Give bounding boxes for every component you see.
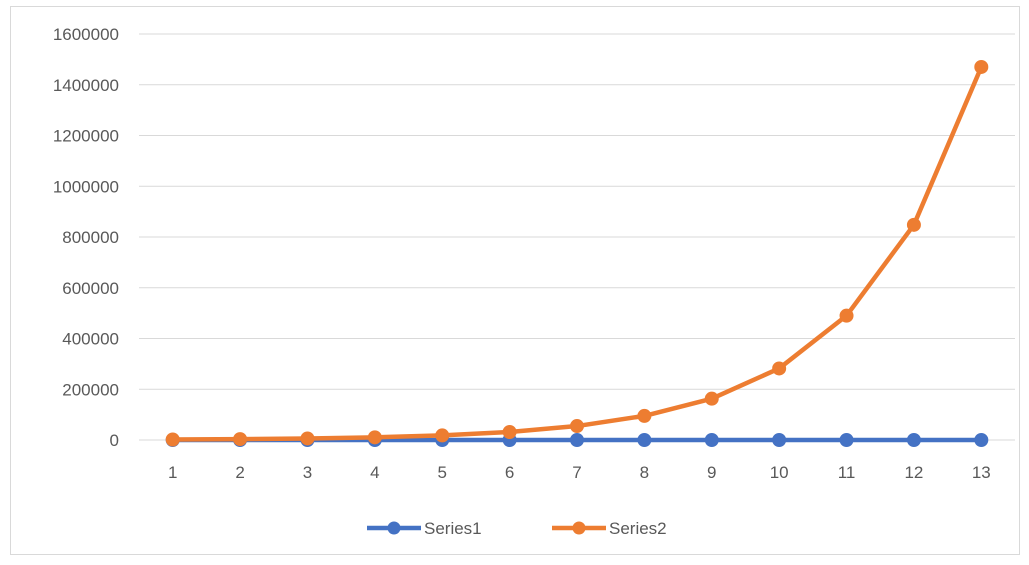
y-tick-label: 800000 [62, 228, 119, 247]
data-point [906, 217, 921, 232]
x-tick-label: 9 [707, 463, 716, 482]
data-point [300, 431, 315, 446]
series-lines [165, 59, 989, 447]
x-tick-label: 3 [303, 463, 312, 482]
x-tick-label: 2 [235, 463, 244, 482]
data-point [637, 408, 652, 423]
y-tick-label: 1200000 [53, 127, 119, 146]
data-point [502, 425, 517, 440]
legend-swatch-marker [387, 521, 401, 535]
x-axis-tick-labels: 1 2 3 4 5 6 7 8 9 10 11 12 13 [168, 463, 991, 482]
y-tick-label: 1600000 [53, 25, 119, 44]
series-2 [165, 59, 989, 447]
data-point [367, 430, 382, 445]
x-tick-label: 13 [972, 463, 991, 482]
y-tick-label: 1400000 [53, 76, 119, 95]
x-tick-label: 5 [437, 463, 446, 482]
data-point [233, 432, 248, 447]
y-tick-label: 200000 [62, 380, 119, 399]
legend-swatch-marker [572, 521, 586, 535]
x-tick-label: 11 [838, 463, 856, 482]
y-tick-label: 1000000 [53, 177, 119, 196]
x-tick-label: 12 [904, 463, 923, 482]
x-tick-label: 7 [572, 463, 581, 482]
y-tick-label: 400000 [62, 330, 119, 349]
data-point [974, 432, 989, 447]
y-tick-label: 0 [110, 431, 119, 450]
data-point [974, 59, 989, 74]
data-point [570, 432, 584, 447]
legend-label: Series2 [609, 519, 667, 538]
x-tick-label: 8 [640, 463, 649, 482]
y-tick-label: 600000 [62, 279, 119, 298]
data-point [637, 432, 652, 447]
series-line-2 [170, 64, 984, 442]
x-tick-label: 6 [505, 463, 514, 482]
x-tick-label: 10 [770, 463, 789, 482]
legend: Series1 Series2 [367, 519, 667, 538]
legend-item-2: Series2 [552, 519, 667, 538]
data-point [704, 432, 719, 447]
x-tick-label: 4 [370, 463, 379, 482]
data-point [570, 419, 584, 434]
data-point [839, 432, 854, 447]
y-axis-tick-labels: 0 200000 400000 600000 800000 1000000 1200000 1… [53, 25, 119, 450]
data-point [772, 361, 787, 376]
gridlines [139, 33, 1015, 441]
data-point [906, 432, 921, 447]
line-chart: 0 200000 400000 600000 800000 1000000 1200000 1… [53, 25, 1015, 538]
data-point [772, 432, 787, 447]
data-point [839, 308, 854, 323]
data-point [435, 428, 450, 443]
legend-label: Series1 [424, 519, 482, 538]
chart-frame: 0 200000 400000 600000 800000 1000000 1200000 1… [10, 6, 1020, 555]
x-tick-label: 1 [168, 463, 177, 482]
data-point [704, 391, 719, 406]
legend-item-1: Series1 [367, 519, 482, 538]
data-point [165, 432, 180, 447]
